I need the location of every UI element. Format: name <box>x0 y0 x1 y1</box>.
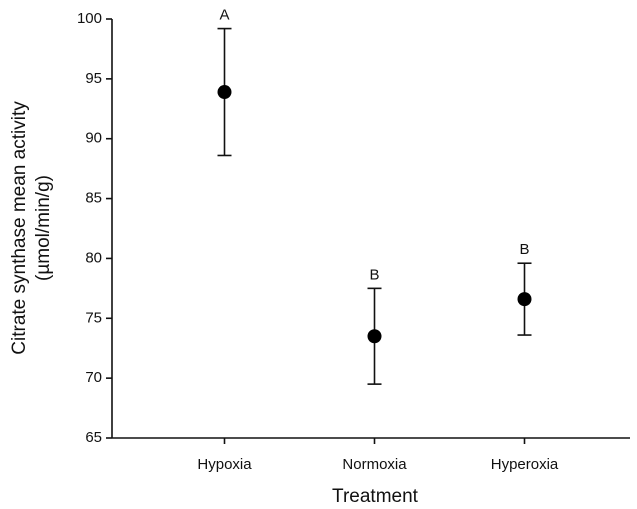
point <box>517 292 532 307</box>
group-letter: B <box>519 241 529 258</box>
y-axis-title-line: (µmol/min/g) <box>33 175 54 281</box>
group-letter: B <box>369 266 379 283</box>
point <box>367 329 382 344</box>
y-axis-title-line: Citrate synthase mean activity <box>9 101 30 355</box>
group-letter: A <box>219 7 229 24</box>
y-tick-label: 85 <box>85 190 102 207</box>
point <box>217 85 232 100</box>
x-tick-label: Normoxia <box>342 456 407 473</box>
y-tick-label: 65 <box>85 429 102 446</box>
y-tick-label: 70 <box>85 369 102 386</box>
y-axis-title: Citrate synthase mean activity (µmol/min… <box>9 101 54 355</box>
y-tick-label: 90 <box>85 130 102 147</box>
x-tick-label: Hypoxia <box>197 456 252 473</box>
x-axis-title: Treatment <box>332 486 419 507</box>
y-tick-label: 100 <box>77 10 102 27</box>
x-tick-label: Hyperoxia <box>491 456 559 473</box>
y-tick-label: 95 <box>85 70 102 87</box>
y-tick-label: 75 <box>85 309 102 326</box>
y-tick-label: 80 <box>85 249 102 266</box>
